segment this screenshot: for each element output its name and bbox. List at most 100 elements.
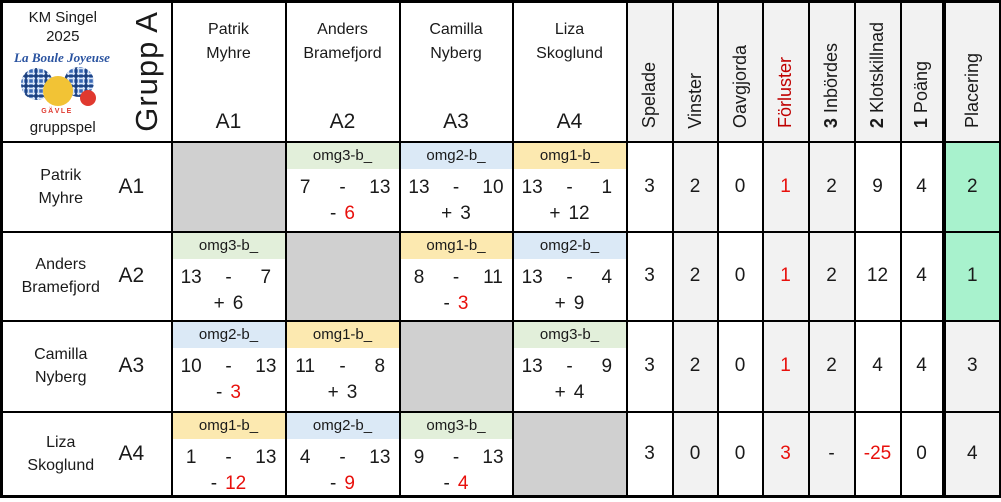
score-home: 10 <box>180 355 202 377</box>
stat-spelade: 3 <box>625 140 674 233</box>
row-last-name: Skoglund <box>27 456 95 474</box>
stat-forluster: 1 <box>761 319 810 413</box>
table-row: Camilla Nyberg A3 omg2-b_ 10-13 -3 omg1-b… <box>0 319 1001 413</box>
score-away: 13 <box>369 176 391 198</box>
stat-poang: 4 <box>899 140 945 233</box>
diff-sign: - <box>216 381 223 403</box>
stat-header-klotskillnad: 2 Klotskillnad <box>853 0 902 143</box>
match-cell: omg1-b_ 13 - 1 +12 <box>511 140 628 233</box>
score-away: 1 <box>601 176 613 198</box>
match-score: 10 - 13 <box>174 355 284 378</box>
match-score: 9 -13 <box>402 446 511 469</box>
stat-vinster: 2 <box>671 319 719 413</box>
row-code: A1 <box>118 174 145 198</box>
player-header-a2: Anders Bramefjord A2 <box>284 0 401 143</box>
stat-header-oavgjorda: Oavgjorda <box>716 0 764 143</box>
diff-value: 4 <box>573 381 585 403</box>
score-diff: +12 <box>515 203 625 225</box>
player-code: A3 <box>443 110 469 134</box>
score-diff: +6 <box>174 292 284 315</box>
match-cell: omg2-b_ 10-13 -3 <box>170 319 287 413</box>
score-away: 13 <box>482 446 504 468</box>
score-away: 13 <box>255 446 277 468</box>
score-home: 8 <box>413 266 425 288</box>
player-code: A2 <box>329 110 356 134</box>
score-diff: +3 <box>402 203 511 225</box>
row-label-a4: Liza Skoglund A4 <box>0 410 173 497</box>
score-home: 11 <box>295 355 316 377</box>
round-label: omg3-b_ <box>173 233 284 259</box>
score-diff: -3 <box>174 381 284 404</box>
diff-value: 3 <box>346 381 358 403</box>
self-cell <box>398 319 514 413</box>
stat-inbordes: 2 <box>807 319 856 413</box>
round-label: omg1-b_ <box>514 143 625 169</box>
stat-spelade: 3 <box>625 319 674 413</box>
match-score: 13 - 4 <box>515 266 625 289</box>
stat-poang: 4 <box>899 319 945 413</box>
player-first-name: Camilla <box>429 21 483 39</box>
table-row: Anders Bramefjord A2 omg3-b_ 13-7 +6 omg1… <box>0 230 1001 322</box>
round-label: omg2-b_ <box>401 143 511 169</box>
row-last-name: Myhre <box>38 189 83 207</box>
player-header-a1: Patrik Myhre A1 <box>170 0 287 143</box>
stat-inbordes: 2 <box>807 230 856 322</box>
logo-ball-red <box>79 89 96 106</box>
stat-placering: 4 <box>941 410 1001 497</box>
match-cell: omg1-b_ 8-11 -3 <box>398 230 514 322</box>
title-line2: 2025 <box>46 28 80 46</box>
stat-oavgjorda: 0 <box>716 140 764 233</box>
match-cell: omg2-b_ 13-10 +3 <box>398 140 514 233</box>
score-away: 7 <box>260 266 272 288</box>
match-score: 13 - 1 <box>515 176 625 199</box>
score-dash: - <box>566 355 573 377</box>
score-home: 7 <box>299 176 311 198</box>
round-label: omg1-b_ <box>173 413 284 439</box>
score-home: 13 <box>521 266 543 288</box>
row-label-a1: Patrik Myhre A1 <box>0 140 173 233</box>
stat-klotskillnad: 4 <box>853 319 902 413</box>
score-away: 13 <box>369 446 391 468</box>
stat-klotskillnad: -25 <box>853 410 902 497</box>
round-label: omg3-b_ <box>401 413 511 439</box>
stat-klotskillnad: 9 <box>853 140 902 233</box>
player-header-a3: Camilla Nyberg A3 <box>398 0 514 143</box>
score-away: 10 <box>482 176 504 198</box>
row-last-name: Bramefjord <box>21 279 100 296</box>
player-code: A4 <box>556 110 583 134</box>
score-home: 13 <box>521 355 543 377</box>
stat-forluster: 3 <box>761 410 810 497</box>
logo-boule-yellow <box>42 75 73 106</box>
stat-spelade: 3 <box>625 230 674 322</box>
player-first-name: Patrik <box>208 21 249 39</box>
stat-inbordes: - <box>807 410 856 497</box>
player-last-name: Nyberg <box>430 45 482 63</box>
score-home: 9 <box>413 446 425 468</box>
diff-value: 6 <box>232 292 244 314</box>
match-score: 8 - 11 <box>402 266 511 289</box>
diff-value: 9 <box>573 292 585 314</box>
diff-value: 3 <box>230 381 241 403</box>
score-home: 13 <box>521 176 543 198</box>
match-cell: omg3-b_ 13 - 7 +6 <box>170 230 287 322</box>
row-first-name: Camilla <box>34 346 88 363</box>
stat-oavgjorda: 0 <box>716 410 764 497</box>
match-cell: omg2-b_ 4-13 -9 <box>284 410 401 497</box>
match-cell: omg3-b_ 13 - 9 +4 <box>511 319 628 413</box>
stat-header-inbordes: 3 Inbördes <box>807 0 856 143</box>
diff-sign: + <box>327 381 339 403</box>
table-row: Patrik Myhre A1 omg3-b_ 7-13 -6 omg2-b_ 1… <box>0 140 1001 233</box>
score-diff: +3 <box>288 381 398 404</box>
row-code: A4 <box>118 441 145 465</box>
tournament-title: KM Singel 2025 <box>29 8 97 46</box>
score-diff: -6 <box>288 203 398 225</box>
match-cell: omg1-b_ 11 - 8 +3 <box>284 319 401 413</box>
stat-vinster: 2 <box>671 140 719 233</box>
score-diff: +9 <box>515 292 625 315</box>
row-label-a3: Camilla Nyberg A3 <box>0 319 173 413</box>
row-label-a2: Anders Bramefjord A2 <box>0 230 173 322</box>
stat-spelade: 3 <box>625 410 674 497</box>
stat-oavgjorda: 0 <box>716 319 764 413</box>
stat-forluster: 1 <box>761 140 810 233</box>
